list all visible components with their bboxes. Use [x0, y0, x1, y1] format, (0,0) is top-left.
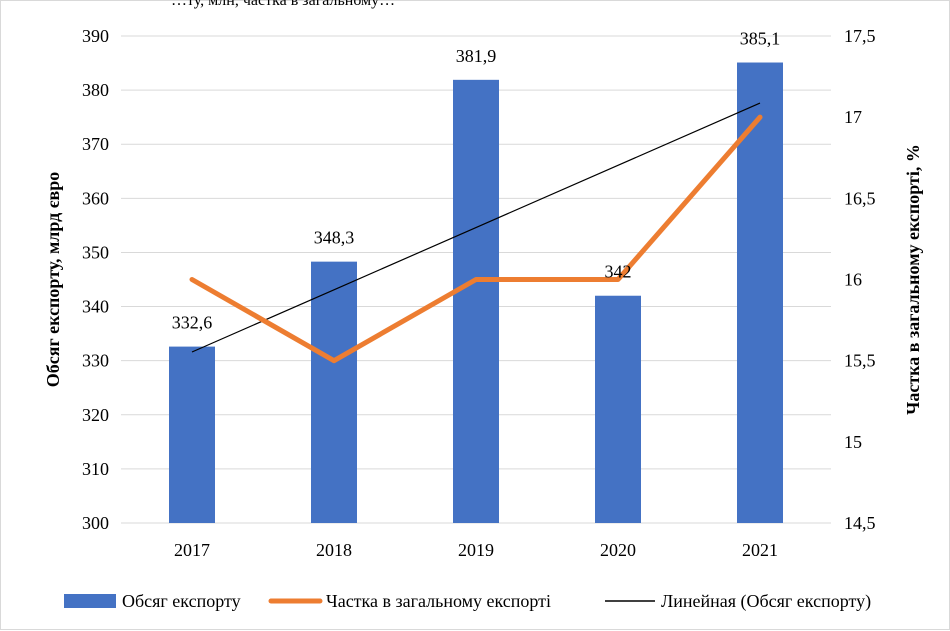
y-tick-label-left: 390	[82, 26, 109, 46]
y-tick-label-right: 17	[844, 107, 862, 127]
bar-data-label: 342	[605, 262, 632, 282]
y-tick-label-left: 340	[82, 297, 109, 317]
bar	[453, 79, 499, 523]
y-tick-label-left: 310	[82, 459, 109, 479]
y-tick-label-left: 300	[82, 513, 109, 533]
y-axis-title-left: Обсяг експорту, млрд євро	[43, 172, 63, 388]
legend-label-trendline: Линейная (Обсяг експорту)	[661, 591, 871, 612]
y-tick-label-left: 380	[82, 80, 109, 100]
bar-data-label: 385,1	[740, 29, 781, 49]
share-line	[189, 114, 763, 364]
bar	[311, 261, 357, 523]
trendline	[191, 102, 761, 353]
y-tick-label-right: 15	[844, 432, 862, 452]
y-tick-label-right: 14,5	[844, 513, 876, 533]
bar	[169, 346, 215, 523]
legend-label-bar: Обсяг експорту	[122, 591, 241, 611]
bar-data-label: 332,6	[172, 313, 213, 333]
x-tick-label: 2019	[458, 540, 494, 560]
bar	[737, 62, 783, 524]
top-cropped-text: …ту, млн, частка в загальному…	[171, 0, 396, 9]
legend-label-line: Частка в загальному експорті	[326, 591, 551, 611]
y-tick-label-right: 17,5	[844, 26, 876, 46]
y-tick-label-left: 360	[82, 188, 109, 208]
x-tick-label: 2017	[174, 540, 210, 560]
y-tick-label-right: 16	[844, 270, 862, 290]
bar-data-label: 381,9	[456, 46, 497, 66]
y-tick-label-right: 16,5	[844, 188, 876, 208]
x-tick-label: 2020	[600, 540, 636, 560]
bar-data-label: 348,3	[314, 228, 355, 248]
y-tick-label-left: 320	[82, 405, 109, 425]
y-tick-label-left: 370	[82, 134, 109, 154]
bar	[595, 295, 641, 523]
y-axis-title-right: Частка в загальному експорті, %	[903, 144, 923, 415]
x-tick-label: 2018	[316, 540, 352, 560]
y-tick-label-left: 330	[82, 351, 109, 371]
y-tick-label-right: 15,5	[844, 351, 876, 371]
y-tick-label-left: 350	[82, 242, 109, 262]
x-tick-label: 2021	[742, 540, 778, 560]
legend-bar-swatch	[64, 594, 116, 608]
